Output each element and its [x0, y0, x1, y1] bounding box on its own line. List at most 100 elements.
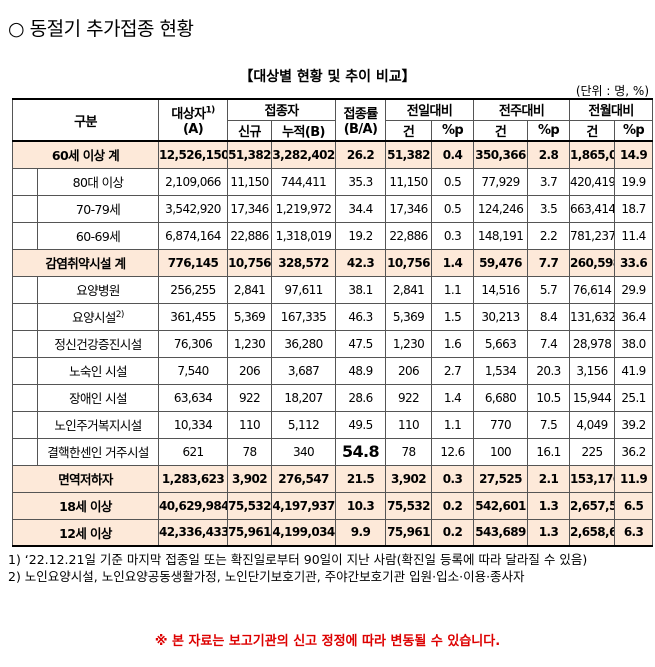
row-label: 노인주거복지시설 [36, 410, 160, 439]
footnote-mark: 1) [205, 105, 215, 116]
table-cell: 19.9 [614, 167, 654, 196]
note: 2) 노인요양시설, 노인요양공동생활가정, 노인단기보호기관, 주야간보호기관… [8, 569, 525, 584]
table-cell: 6.3 [614, 518, 654, 547]
row-label: 요양병원 [36, 275, 160, 304]
table-cell: 11,150 [385, 167, 433, 196]
table-row: 80대 이상 2,109,066 11,150 744,411 35.3 11,150 0.… [12, 167, 654, 196]
table-cell: 153,176 [569, 464, 616, 493]
header-cell: 대상자1) (A) [158, 98, 229, 142]
table-row: 장애인 시설 63,634 922 18,207 28.6 922 1.4 6,680 10.5… [12, 383, 654, 412]
table-cell: 26.2 [335, 140, 387, 169]
header-cell: %p [527, 119, 571, 142]
table-cell: 3,542,920 [158, 194, 229, 223]
table-header: 구분 대상자1) (A) 접종자 접종률 (B/A) 전일대비 전주대비 전월대비 … [11, 98, 654, 142]
table-cell: 39.2 [614, 410, 654, 439]
indent-cell [12, 437, 38, 466]
row-label: 노숙인 시설 [36, 356, 160, 385]
header-text: 접종률 [343, 107, 378, 122]
row-label-text: 노숙인 시설 [69, 364, 127, 379]
table-row: 18세 이상 40,629,984 75,532 4,197,937 10.3 75,53… [11, 491, 654, 520]
table-cell: 42.3 [335, 248, 387, 277]
row-label: 정신건강증진시설 [36, 329, 160, 358]
row-label-text: 18세 이상 [59, 499, 112, 514]
table-cell: 770 [473, 410, 529, 439]
row-label: 70-79세 [36, 194, 160, 223]
row-label: 감염취약시설 계 [11, 248, 160, 277]
table-row: 노인주거복지시설 10,334 110 5,112 49.5 110 1.1 770 7.5 4,… [12, 410, 654, 439]
indent-cell [12, 356, 38, 385]
table-cell: 54.8 [335, 437, 387, 466]
table-cell: 4,199,034 [271, 518, 337, 547]
table-row: 60-69세 6,874,164 22,886 1,318,019 19.2 22,886… [12, 221, 654, 250]
table-cell: 1.3 [527, 518, 571, 547]
row-label: 면역저하자 [11, 464, 160, 493]
table-cell: 744,411 [271, 167, 337, 196]
table-cell: 30,213 [473, 302, 529, 331]
table-cell: 0.2 [431, 491, 475, 520]
table-cell: 1,283,623 [158, 464, 229, 493]
table-cell: 4,197,937 [271, 491, 337, 520]
table-cell: 420,419 [569, 167, 616, 196]
table-cell: 10,334 [158, 410, 229, 439]
header-text: (A) [182, 122, 204, 137]
header-cell: 전주대비 [473, 98, 571, 121]
table-cell: 17,346 [385, 194, 433, 223]
table-cell: 11,150 [227, 167, 273, 196]
table-cell: 922 [227, 383, 273, 412]
table-row: 노숙인 시설 7,540 206 3,687 48.9 206 2.7 1,534 20.3 3,… [12, 356, 654, 385]
table-cell: 260,598 [569, 248, 616, 277]
table-cell: 29.9 [614, 275, 654, 304]
table-cell: 1.3 [527, 491, 571, 520]
table-cell: 78 [385, 437, 433, 466]
table-cell: 1,219,972 [271, 194, 337, 223]
header-text: 대상자 [171, 107, 206, 122]
row-label-text: 12세 이상 [59, 525, 112, 541]
notes: 1) ‘22.12.21일 기준 마지막 접종일 또는 확진일로부터 90일이 … [8, 551, 648, 585]
table-cell: 167,335 [271, 302, 337, 331]
table-cell: 4,049 [569, 410, 616, 439]
table-cell: 9.9 [335, 518, 387, 547]
row-label: 요양시설2) [36, 302, 160, 331]
header-cell: %p [431, 119, 475, 142]
table-cell: 6.5 [614, 491, 654, 520]
table-cell: 75,961 [385, 518, 433, 547]
table-cell: 75,961 [227, 518, 273, 547]
table-cell: 1,230 [385, 329, 433, 358]
table-body: 60세 이상 계 12,526,150 51,382 3,282,402 26.2 51,… [11, 140, 654, 547]
table-cell: 48.9 [335, 356, 387, 385]
table-cell: 11.9 [614, 464, 654, 493]
table-cell: 148,191 [473, 221, 529, 250]
table-cell: 0.2 [431, 518, 475, 547]
footnote-mark: 2) [115, 309, 125, 320]
table-cell: 41.9 [614, 356, 654, 385]
header-cell: 건 [473, 119, 529, 142]
table-cell: 621 [158, 437, 229, 466]
table-cell: 542,601 [473, 491, 529, 520]
table-cell: 75,532 [385, 491, 433, 520]
row-label-text: 60-69세 [75, 229, 121, 244]
table-cell: 36.2 [614, 437, 654, 466]
table-cell: 0.3 [431, 464, 475, 493]
row-label-text: 60세 이상 계 [51, 148, 120, 164]
table-cell: 16.1 [527, 437, 571, 466]
table-cell: 2.2 [527, 221, 571, 250]
table-cell: 49.5 [335, 410, 387, 439]
table-cell: 76,306 [158, 329, 229, 358]
table-cell: 20.3 [527, 356, 571, 385]
table-cell: 0.5 [431, 194, 475, 223]
header-cell: 접종률 (B/A) [335, 98, 387, 142]
table-cell: 21.5 [335, 464, 387, 493]
table-cell: 2,841 [385, 275, 433, 304]
table-cell: 2,657,575 [569, 491, 616, 520]
table-cell: 3,902 [227, 464, 273, 493]
table-cell: 10,756 [385, 248, 433, 277]
table-cell: 361,455 [158, 302, 229, 331]
table-cell: 663,414 [569, 194, 616, 223]
indent-cell [12, 275, 38, 304]
table-cell: 28.6 [335, 383, 387, 412]
table-cell: 5,369 [385, 302, 433, 331]
table-cell: 35.3 [335, 167, 387, 196]
table-cell: 5.7 [527, 275, 571, 304]
table-cell: 12.6 [431, 437, 475, 466]
table-cell: 18,207 [271, 383, 337, 412]
